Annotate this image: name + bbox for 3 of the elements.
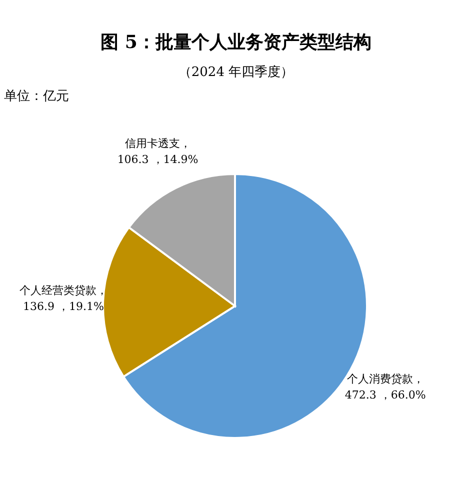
subtitle: （2024 年四季度） <box>178 65 294 80</box>
title: 图 5：批量个人业务资产类型结构 <box>100 32 372 53</box>
annotation: 单位：亿元 <box>4 89 69 104</box>
